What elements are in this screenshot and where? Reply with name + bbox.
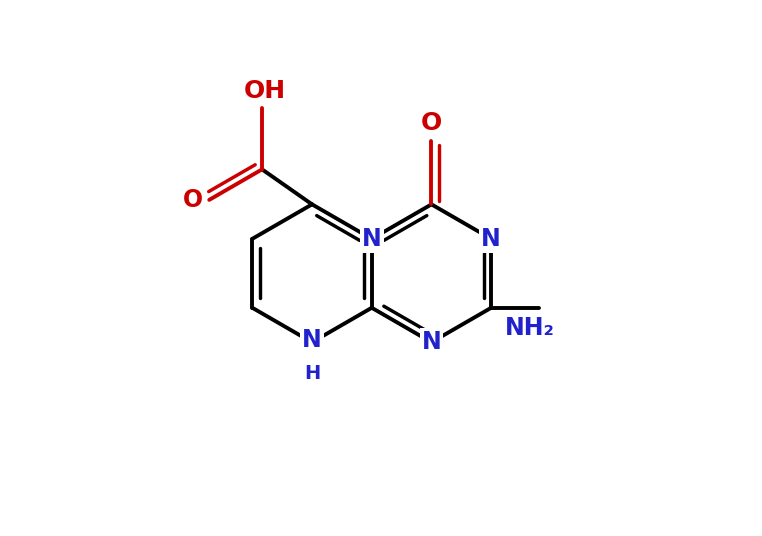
Text: N: N xyxy=(482,227,501,251)
Text: O: O xyxy=(184,188,203,212)
Text: O: O xyxy=(421,111,442,135)
Text: OH: OH xyxy=(244,79,286,103)
Text: H: H xyxy=(304,363,320,383)
Text: NH₂: NH₂ xyxy=(504,316,554,340)
Text: N: N xyxy=(362,227,382,251)
Text: N: N xyxy=(421,330,441,354)
Text: N: N xyxy=(303,327,322,352)
